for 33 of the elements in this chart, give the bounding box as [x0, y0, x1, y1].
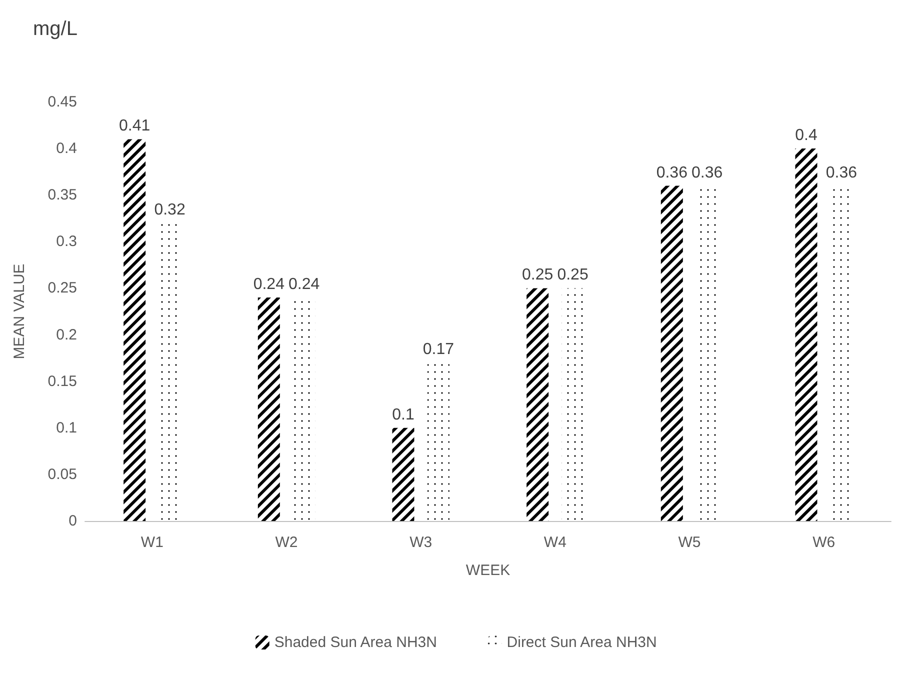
legend-label: Shaded Sun Area NH3N	[274, 634, 437, 651]
data-label: 0.36	[826, 164, 858, 182]
x-tick-label: W1	[140, 534, 164, 551]
y-tick-label: 0.15	[48, 372, 77, 390]
y-tick-label: 0.1	[56, 419, 77, 436]
data-label: 0.32	[154, 202, 186, 219]
data-label: 0.41	[118, 118, 150, 135]
y-tick-label: 0.05	[48, 466, 77, 483]
y-tick-label: 0.2	[56, 326, 77, 344]
chart-title: mg/L	[33, 18, 78, 40]
y-tick-label: 0	[68, 512, 77, 530]
x-tick-label: W3	[410, 534, 432, 551]
data-label: 0.1	[392, 406, 414, 424]
y-tick-label: 0.45	[48, 94, 77, 110]
data-label: 0.36	[692, 164, 723, 182]
data-label: 0.25	[522, 266, 554, 284]
y-tick-label: 0.25	[48, 280, 77, 297]
data-label: 0.24	[288, 276, 320, 294]
y-tick-label: 0.3	[56, 233, 77, 250]
x-tick-label: W6	[812, 534, 836, 551]
y-axis-title: MEAN VALUE	[11, 264, 28, 360]
y-tick-label: 0.35	[48, 186, 77, 204]
y-tick-label: 0.4	[56, 140, 77, 158]
data-label: 0.36	[656, 164, 688, 182]
x-tick-label: W5	[678, 534, 701, 551]
data-label: 0.24	[253, 276, 285, 294]
x-tick-label: W2	[275, 534, 298, 551]
data-label: 0.17	[422, 341, 454, 358]
x-axis-title: WEEK	[466, 562, 510, 579]
x-tick-label: W4	[544, 534, 566, 551]
legend-label: Direct Sun Area NH3N	[506, 634, 657, 651]
data-label: 0.4	[795, 127, 818, 144]
data-label: 0.25	[557, 266, 588, 284]
